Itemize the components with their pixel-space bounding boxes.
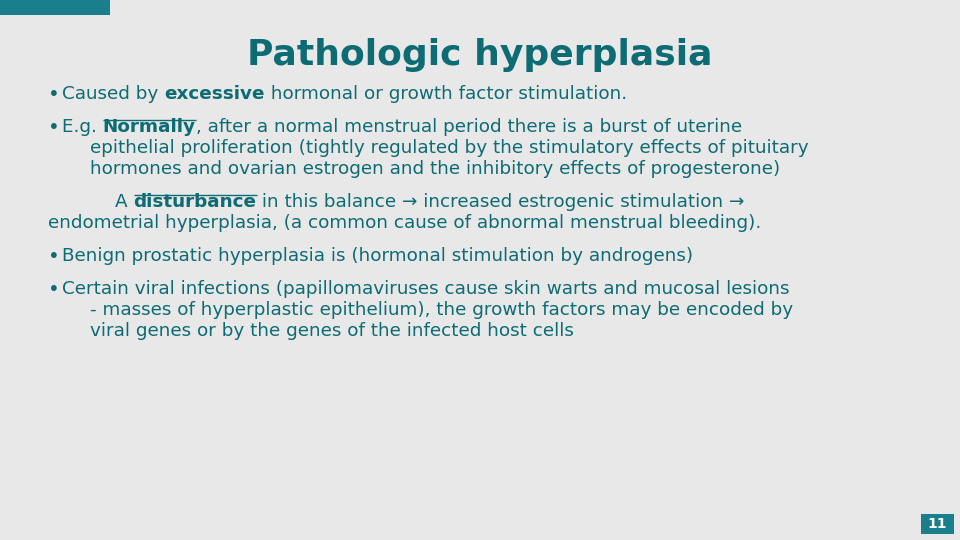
Text: 11: 11 bbox=[927, 517, 948, 531]
Text: E.g.: E.g. bbox=[62, 118, 103, 136]
Text: Certain viral infections (papillomaviruses cause skin warts and mucosal lesions: Certain viral infections (papillomavirus… bbox=[62, 280, 789, 298]
Text: endometrial hyperplasia, (a common cause of abnormal menstrual bleeding).: endometrial hyperplasia, (a common cause… bbox=[48, 214, 761, 232]
Text: - masses of hyperplastic epithelium), the growth factors may be encoded by: - masses of hyperplastic epithelium), th… bbox=[90, 301, 793, 319]
Bar bbox=[0, 0, 110, 15]
Text: viral genes or by the genes of the infected host cells: viral genes or by the genes of the infec… bbox=[90, 322, 574, 340]
Text: •: • bbox=[48, 118, 60, 137]
Text: •: • bbox=[48, 85, 60, 104]
Text: •: • bbox=[48, 247, 60, 266]
Text: •: • bbox=[48, 280, 60, 299]
Text: hormones and ovarian estrogen and the inhibitory effects of progesterone): hormones and ovarian estrogen and the in… bbox=[90, 160, 780, 178]
Text: Pathologic hyperplasia: Pathologic hyperplasia bbox=[248, 38, 712, 72]
Text: in this balance → increased estrogenic stimulation →: in this balance → increased estrogenic s… bbox=[256, 193, 745, 211]
Bar bbox=[921, 514, 954, 534]
Text: disturbance: disturbance bbox=[133, 193, 256, 211]
Text: excessive: excessive bbox=[164, 85, 265, 103]
Text: Benign prostatic hyperplasia is (hormonal stimulation by androgens): Benign prostatic hyperplasia is (hormona… bbox=[62, 247, 693, 265]
Text: epithelial proliferation (tightly regulated by the stimulatory effects of pituit: epithelial proliferation (tightly regula… bbox=[90, 139, 808, 157]
Text: Caused by: Caused by bbox=[62, 85, 164, 103]
Text: A: A bbox=[115, 193, 133, 211]
Text: Normally: Normally bbox=[103, 118, 196, 136]
Text: , after a normal menstrual period there is a burst of uterine: , after a normal menstrual period there … bbox=[196, 118, 742, 136]
Text: hormonal or growth factor stimulation.: hormonal or growth factor stimulation. bbox=[265, 85, 627, 103]
